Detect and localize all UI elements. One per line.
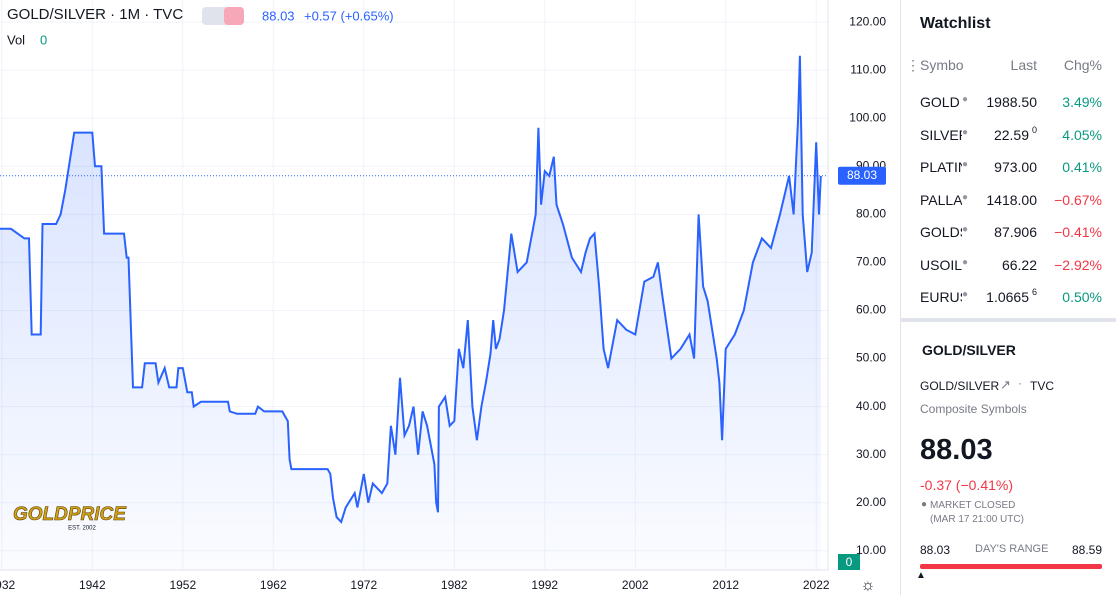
x-tick-label: 1942 — [79, 578, 106, 592]
symbol: GOLD — [920, 94, 960, 110]
change: −2.92% — [1054, 256, 1102, 273]
range-high: 88.59 — [1071, 543, 1102, 557]
last-sup: 0 — [1031, 124, 1037, 135]
settings-icon[interactable]: ☼ — [861, 577, 876, 594]
status-dot: ● — [962, 289, 969, 300]
symbol: GOLDS — [920, 224, 962, 240]
change: 3.49% — [1062, 94, 1102, 110]
drag-handle[interactable]: ⋮ — [906, 57, 920, 73]
watchlist-row[interactable]: PALLAD● 1418.00 −0.67% — [901, 184, 1116, 216]
range-marker: ▲ — [916, 570, 926, 581]
symbol: USOIL — [920, 256, 962, 273]
y-tick-label: 10.00 — [856, 543, 886, 557]
watchlist-title: Watchlist — [920, 15, 991, 32]
change: 0.50% — [1062, 289, 1102, 305]
last: 1988.50 — [986, 94, 1037, 110]
area-fill — [0, 55, 821, 571]
x-tick-label: 1952 — [169, 578, 196, 592]
x-tick-label: 1972 — [350, 578, 377, 592]
toggle-on[interactable] — [224, 7, 244, 25]
y-tick-label: 40.00 — [856, 399, 886, 413]
symbol: PALLAD — [920, 191, 962, 208]
zero-badge-bg — [838, 554, 860, 570]
x-tick-label: 1992 — [531, 578, 558, 592]
details-exchange: TVC — [1030, 379, 1054, 393]
symbol: PLATIN — [920, 159, 962, 175]
header-price: 88.03 — [262, 8, 295, 23]
details-category: Composite Symbols — [920, 402, 1027, 416]
y-tick-label: 100.00 — [849, 110, 886, 124]
last: 973.00 — [994, 159, 1037, 175]
x-tick-label: 2012 — [712, 578, 739, 592]
details-time: (MAR 17 21:00 UTC) — [930, 514, 1024, 525]
header-change: +0.57 (+0.65%) — [304, 8, 394, 23]
col-header[interactable]: Chg% — [1063, 57, 1102, 73]
range-bar — [920, 564, 1102, 569]
x-tick-label: 1932 — [0, 578, 15, 592]
y-tick-label: 30.00 — [856, 447, 886, 461]
x-tick-label: 2002 — [622, 578, 649, 592]
status-dot: ● — [962, 256, 969, 268]
chart-title: GOLD/SILVER · 1M · TVC — [7, 6, 183, 23]
col-header[interactable]: Symbo — [920, 57, 964, 73]
last: 22.59 — [993, 126, 1029, 143]
y-tick-label: 70.00 — [856, 255, 886, 269]
x-tick-label: 1962 — [260, 578, 287, 592]
details-title: GOLD/SILVER — [922, 342, 1016, 358]
last: 1.0665 — [986, 289, 1029, 305]
status-dot: ● — [962, 94, 969, 105]
logo-sub: EST. 2002 — [68, 526, 96, 532]
external-icon[interactable]: ↗ — [1000, 377, 1011, 392]
status-dot: ● — [962, 224, 969, 235]
y-tick-label: 20.00 — [856, 495, 886, 509]
last-sup: 6 — [1031, 287, 1037, 297]
y-tick-label: 80.00 — [856, 207, 886, 221]
zero-badge: 0 — [846, 555, 853, 569]
last: 1418.00 — [986, 191, 1037, 208]
details-price: 88.03 — [920, 434, 993, 466]
watchlist-row[interactable]: PLATIN● 973.00 0.41% — [901, 151, 1116, 183]
status-dot: ● — [921, 499, 928, 510]
symbol: SILVER — [920, 126, 962, 143]
price-line — [0, 55, 822, 524]
last: 87.906 — [994, 224, 1037, 240]
status-dot: ● — [962, 191, 969, 203]
watchlist-row[interactable]: GOLDS● 87.906 −0.41% — [901, 216, 1116, 248]
change: 0.41% — [1062, 159, 1102, 175]
y-tick-label: 110.00 — [850, 62, 886, 76]
watchlist-row[interactable]: USOIL ● 66.22 −2.92% — [901, 249, 1116, 281]
side-panel: Watchlist ⋮ Symbo Last Chg% GOLD ● 1988.50… — [900, 0, 1116, 595]
status-dot: ● — [962, 126, 969, 138]
details-symbol: GOLD/SILVER — [920, 379, 1000, 393]
x-tick-label: 1982 — [441, 578, 468, 592]
last: 66.22 — [1001, 256, 1037, 273]
range-low: 88.03 — [920, 543, 951, 557]
change: −0.41% — [1054, 224, 1102, 240]
range-label: DAY'S RANGE — [975, 543, 1049, 555]
col-header[interactable]: Last — [1010, 57, 1037, 73]
divider — [901, 318, 1116, 322]
chart: GOLD/SILVER · 1M · TVC 88.03 +0.57 (+0.6… — [0, 0, 886, 594]
last-price-label: 88.03 — [847, 168, 877, 182]
details-change: -0.37 (−0.41%) — [920, 477, 1013, 493]
volume-label: Vol — [7, 32, 25, 47]
watchlist-row[interactable]: SILVER● 22.590 4.05% — [901, 119, 1116, 151]
details-status: MARKET CLOSED — [930, 500, 1016, 511]
logo: GOLDPRICE — [13, 504, 127, 525]
y-tick-label: 120.00 — [849, 14, 886, 28]
dot-sep: · — [1018, 376, 1022, 390]
y-tick-label: 50.00 — [856, 351, 886, 365]
volume-value: 0 — [40, 32, 47, 47]
symbol: EURUS — [920, 289, 962, 305]
y-tick-label: 60.00 — [856, 303, 886, 317]
last-price-badge — [838, 166, 886, 185]
x-tick-label: 2022 — [803, 578, 830, 592]
watchlist-row[interactable]: GOLD ● 1988.50 3.49% — [901, 86, 1116, 118]
status-dot: ● — [962, 159, 969, 170]
change: 4.05% — [1062, 126, 1102, 143]
change: −0.67% — [1054, 191, 1102, 208]
